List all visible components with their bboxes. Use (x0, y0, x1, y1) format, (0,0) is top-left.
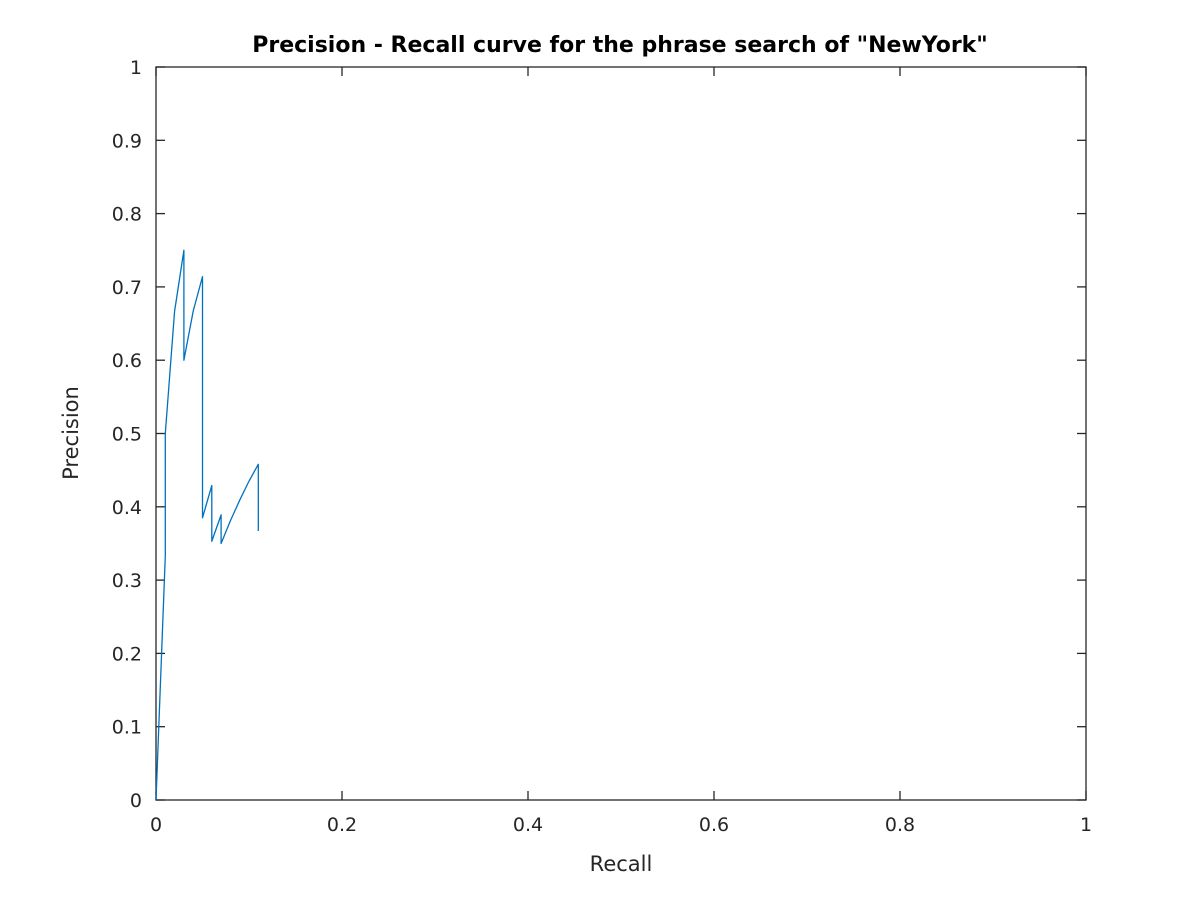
x-tick-label: 0 (150, 814, 162, 836)
x-tick-label: 0.2 (327, 814, 357, 836)
x-tick-label: 0.8 (885, 814, 915, 836)
chart-title: Precision - Recall curve for the phrase … (252, 33, 988, 58)
series-group (155, 249, 259, 801)
y-tick-label: 0.9 (112, 130, 142, 152)
y-tick-label: 0.3 (112, 570, 142, 592)
x-tick-label: 0.4 (513, 814, 543, 836)
y-tick-label: 0.4 (112, 497, 142, 519)
x-tick-label: 0.6 (699, 814, 729, 836)
y-tick-label: 0.6 (112, 350, 142, 372)
y-tick-label: 0.1 (112, 717, 142, 739)
y-tick-label: 0.5 (112, 424, 142, 446)
x-tick-label: 1 (1080, 814, 1092, 836)
y-tick-label: 0.7 (112, 277, 142, 299)
precision-recall-line (155, 249, 259, 801)
axis-tick-labels: 0 0.2 0.4 0.6 0.8 1 0 0.1 0.2 0.3 0.4 0.5 0.6 0.7 0.8 0… (112, 57, 1092, 836)
y-axis-label: Precision (59, 386, 83, 480)
y-tick-label: 1 (130, 57, 142, 79)
plot-frame (155, 66, 1087, 801)
x-axis-label: Recall (590, 852, 653, 876)
axis-ticks (155, 66, 1087, 801)
y-tick-label: 0.2 (112, 643, 142, 665)
y-tick-label: 0.8 (112, 204, 142, 226)
y-tick-label: 0 (130, 790, 142, 812)
